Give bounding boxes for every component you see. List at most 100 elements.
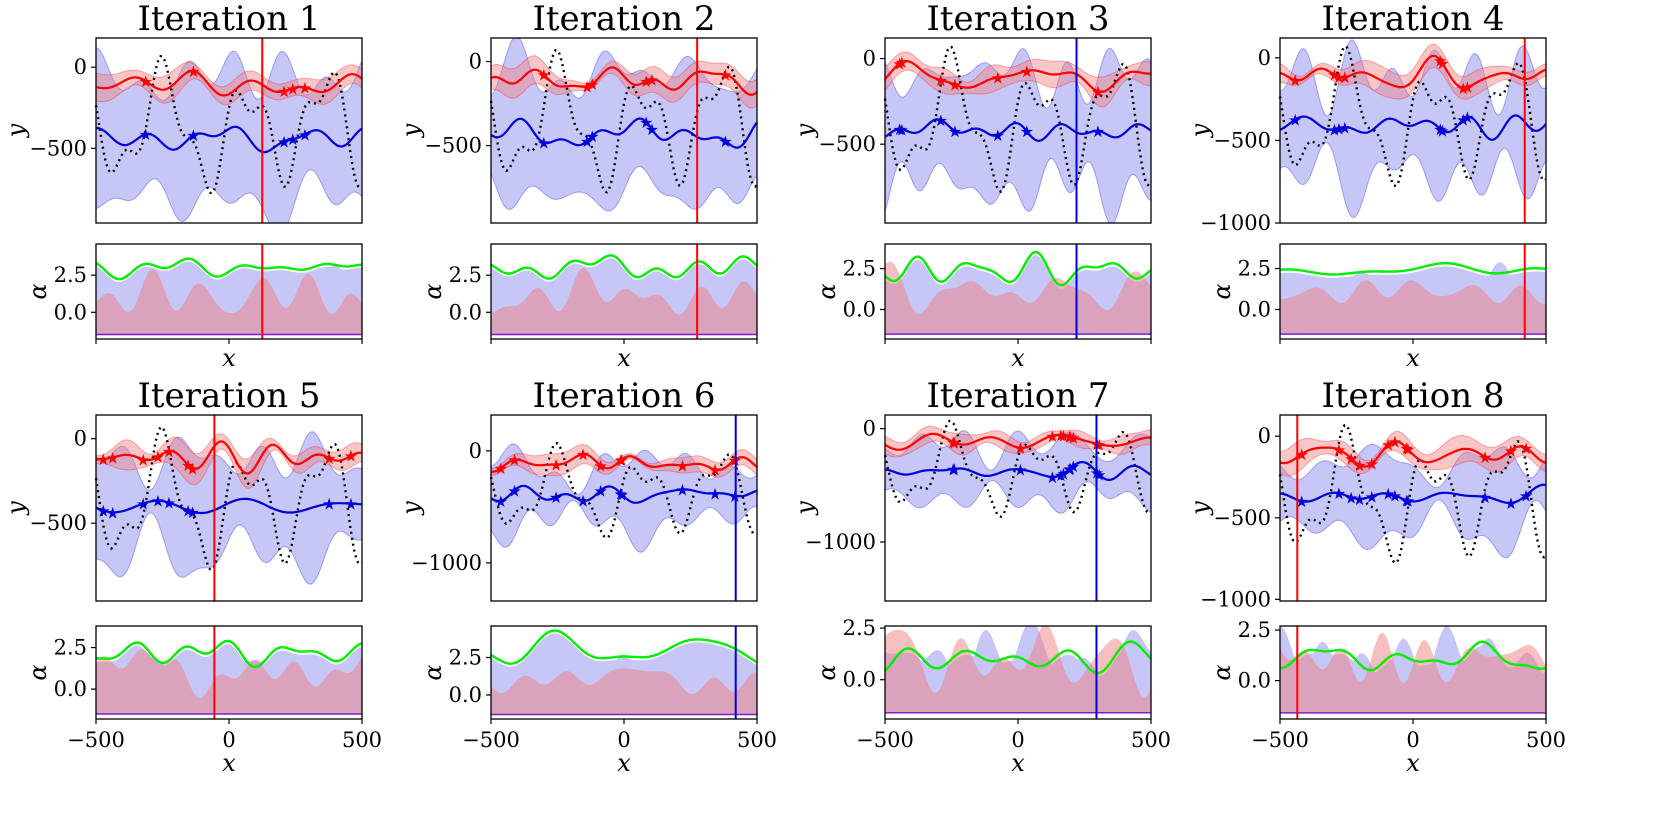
alpha-tick-label: 2.5 [843, 616, 876, 640]
blue-observation-marker: ★ [136, 495, 150, 514]
red-observation-marker: ★ [1054, 426, 1068, 445]
red-observation-marker: ★ [718, 66, 732, 85]
blue-observation-marker: ★ [1091, 122, 1105, 141]
red-observation-marker: ★ [1045, 427, 1059, 446]
blue-observation-marker: ★ [718, 132, 732, 151]
x-axis-label: x [1011, 344, 1025, 372]
red-observation-marker: ★ [106, 448, 120, 467]
blue-observation-marker: ★ [1338, 118, 1352, 137]
target-function-line [1278, 45, 1547, 188]
subplot-iteration-4: Iteration 4★★★★★★★★★★★★★★★★0−500−1000y2.… [1186, 0, 1547, 372]
red-observation-marker: ★ [1056, 426, 1070, 445]
red-observation-marker: ★ [645, 70, 659, 89]
red-observation-marker: ★ [895, 53, 909, 72]
blue-observation-marker: ★ [947, 460, 961, 479]
y-tick-label: 0 [1258, 424, 1271, 448]
alpha-axis-label: α [813, 664, 841, 680]
blue-observation-marker: ★ [614, 484, 628, 503]
blue-observation-marker: ★ [1054, 466, 1068, 485]
y-tick-label: −1000 [1200, 587, 1271, 611]
red-observation-marker: ★ [1091, 82, 1105, 101]
plot-title: Iteration 1 [137, 0, 320, 39]
y-axis-label: y [2, 123, 30, 138]
blue-observation-marker: ★ [1435, 121, 1449, 140]
red-acquisition-area [885, 626, 1151, 713]
red-observation-marker: ★ [185, 459, 199, 478]
y-tick-label: −1000 [1200, 211, 1271, 235]
red-observation-marker: ★ [1381, 436, 1395, 455]
y-axis-label: y [791, 501, 819, 516]
red-acquisition-area [1280, 280, 1546, 335]
red-observation-marker: ★ [947, 434, 961, 453]
blue-observation-marker: ★ [1332, 484, 1346, 503]
blue-observation-marker: ★ [614, 485, 628, 504]
red-observation-marker: ★ [1332, 441, 1346, 460]
red-observation-marker: ★ [537, 66, 551, 85]
blue-observation-marker: ★ [1092, 466, 1106, 485]
green-acquisition-line [490, 254, 758, 280]
blue-observation-marker: ★ [1020, 122, 1034, 141]
x-tick-label: −500 [67, 728, 125, 752]
red-observation-marker: ★ [286, 79, 300, 98]
y-tick-label: 0 [1258, 46, 1271, 70]
blue-observation-marker: ★ [580, 132, 594, 151]
y-tick-label: −1000 [805, 530, 876, 554]
blue-mean-line [95, 497, 363, 515]
red-observation-marker: ★ [580, 78, 594, 97]
x-tick-label: 0 [617, 728, 630, 752]
red-observation-marker: ★ [298, 78, 312, 97]
y-axis-label: y [1186, 123, 1214, 138]
red-mean-line [884, 59, 1151, 94]
x-axis-label: x [222, 344, 236, 372]
y-axis-label: y [1186, 501, 1214, 516]
red-observation-marker: ★ [139, 72, 153, 91]
target-function-line [1278, 423, 1547, 565]
red-observation-marker: ★ [1344, 449, 1358, 468]
plot-title: Iteration 3 [926, 0, 1109, 39]
red-acquisition-area [491, 668, 757, 715]
red-mean-line [1279, 440, 1547, 468]
blue-observation-marker: ★ [322, 495, 336, 514]
red-observation-marker: ★ [322, 449, 336, 468]
x-tick-label: −500 [462, 728, 520, 752]
blue-observation-marker: ★ [185, 503, 199, 522]
red-observation-marker: ★ [1388, 432, 1402, 451]
blue-observation-marker: ★ [1433, 120, 1447, 139]
plot-title: Iteration 4 [1321, 0, 1504, 39]
blue-observation-marker: ★ [106, 503, 120, 522]
blue-observation-marker: ★ [1401, 492, 1415, 511]
main-axes-frame [1279, 414, 1547, 602]
blue-observation-marker: ★ [139, 125, 153, 144]
blue-observation-marker: ★ [948, 122, 962, 141]
blue-observation-marker: ★ [344, 495, 358, 514]
blue-observation-marker: ★ [1388, 487, 1402, 506]
red-observation-marker: ★ [576, 445, 590, 464]
blue-mean-line [1279, 114, 1547, 141]
blue-observation-marker: ★ [1460, 108, 1474, 127]
blue-observation-marker: ★ [892, 120, 906, 139]
blue-observation-marker: ★ [934, 111, 948, 130]
blue-observation-marker: ★ [1381, 485, 1395, 504]
x-tick-label: 0 [1406, 728, 1419, 752]
green-acquisition-line [884, 640, 1152, 675]
green-acquisition-line [1280, 640, 1547, 672]
red-observation-marker: ★ [614, 451, 628, 470]
red-observation-marker: ★ [96, 450, 110, 469]
red-observation-marker: ★ [1365, 455, 1379, 474]
main-axes-frame [490, 414, 758, 602]
red-observation-marker: ★ [1062, 427, 1076, 446]
red-observation-marker: ★ [1433, 51, 1447, 70]
red-observation-marker: ★ [934, 71, 948, 90]
y-axis-label: y [791, 123, 819, 138]
x-tick-label: 500 [1131, 728, 1171, 752]
blue-observation-marker: ★ [507, 481, 521, 500]
subplot-iteration-6: Iteration 6★★★★★★★★★★★★★★★★★★★★0−1000y2.… [397, 376, 777, 777]
blue-mean-line [1279, 483, 1547, 505]
blue-mean-line [490, 117, 758, 149]
alpha-tick-label: 0.0 [54, 300, 87, 324]
alpha-tick-label: 0.0 [1238, 669, 1271, 693]
alpha-tick-label: 0.0 [449, 300, 482, 324]
blue-observation-marker: ★ [181, 501, 195, 520]
blue-observation-marker: ★ [1344, 488, 1358, 507]
